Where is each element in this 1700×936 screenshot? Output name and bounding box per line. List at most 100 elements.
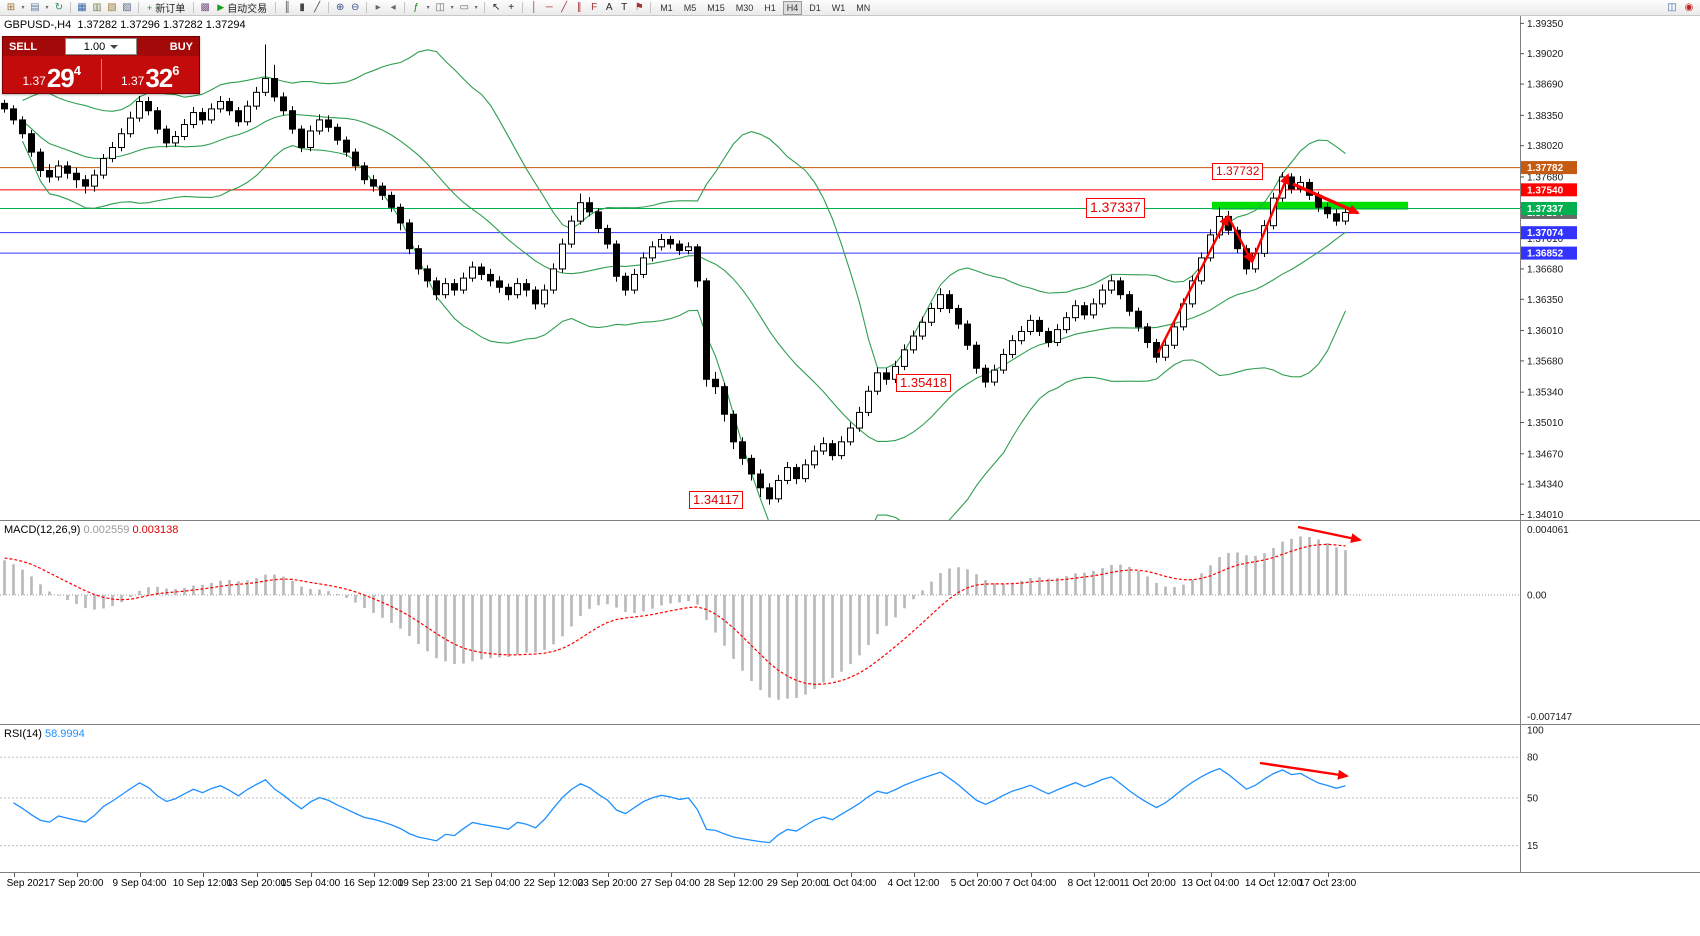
- horizontal-line-icon[interactable]: ─: [545, 2, 553, 13]
- dropdown-caret-icon[interactable]: ▾: [45, 5, 49, 11]
- chart-symbol-header: GBPUSD-,H4 1.37282 1.37296 1.37282 1.372…: [4, 19, 246, 31]
- candle-body: [1126, 294, 1133, 312]
- candle-body: [154, 110, 161, 130]
- time-axis-label: 8 Oct 12:00: [1067, 878, 1120, 889]
- price-level-label-text: 1.37074: [1527, 228, 1564, 239]
- candle-body: [811, 450, 818, 466]
- fibonacci-icon[interactable]: F: [591, 2, 598, 13]
- timeframe-h4[interactable]: H4: [782, 0, 803, 15]
- sell-price-button[interactable]: 1.37 29 4: [3, 56, 101, 93]
- auto-scroll-icon[interactable]: ▸: [375, 2, 381, 13]
- new-order-button[interactable]: + 新订单: [143, 1, 189, 16]
- new-order-button-label: 新订单: [155, 4, 186, 15]
- candle-body: [667, 238, 674, 245]
- timeframe-m5[interactable]: M5: [683, 2, 697, 13]
- timeframe-m15[interactable]: M15: [707, 2, 725, 13]
- time-axis-label: 7 Oct 04:00: [1004, 878, 1057, 889]
- new-chart-icon[interactable]: ⊞: [6, 2, 16, 13]
- vertical-line-icon[interactable]: │: [531, 2, 538, 13]
- dropdown-caret-icon[interactable]: ▾: [450, 5, 454, 11]
- zoom-out-icon[interactable]: ⊖: [350, 2, 360, 13]
- candle-body: [820, 443, 827, 452]
- candle-body: [694, 246, 701, 282]
- channel-icon[interactable]: ∥: [576, 2, 582, 13]
- arrows-tool-icon[interactable]: ⚑: [634, 2, 644, 13]
- rsi-name: RSI(14): [4, 728, 42, 740]
- candle-body: [397, 206, 404, 224]
- timeframe-h1[interactable]: H1: [764, 2, 776, 13]
- strategy-tester-icon[interactable]: ▩: [200, 2, 210, 13]
- profiles-icon[interactable]: ▤: [30, 2, 40, 13]
- autotrading-button[interactable]: ▶ 自动交易: [213, 1, 271, 15]
- candle-body: [784, 467, 791, 481]
- candle-body: [487, 273, 494, 282]
- buy-price-button[interactable]: 1.37 32 6: [102, 56, 200, 93]
- cursor-icon[interactable]: ↖: [491, 2, 501, 13]
- templates-icon[interactable]: ▭: [459, 2, 469, 13]
- price-callout[interactable]: 1.37337: [1086, 198, 1145, 218]
- navigator-icon[interactable]: ▧: [107, 2, 117, 13]
- connection-status-icon[interactable]: ◉: [1684, 2, 1694, 13]
- time-axis-tickmark: [76, 873, 78, 877]
- price-axis-tick: 1.35010: [1527, 418, 1564, 429]
- price-axis-tick: 1.37010: [1527, 234, 1564, 245]
- candle-body: [514, 283, 521, 296]
- candle-body: [415, 248, 422, 270]
- periods-icon[interactable]: ◫: [435, 2, 445, 13]
- trendline-icon[interactable]: ╱: [561, 2, 568, 13]
- price-level-label-text: 1.36852: [1527, 249, 1564, 260]
- macd-pane[interactable]: 0.004061 0.00 -0.007147: [0, 520, 1700, 724]
- dropdown-caret-icon[interactable]: ▾: [474, 5, 478, 11]
- indicators-icon[interactable]: ƒ: [413, 2, 419, 13]
- text-icon[interactable]: A: [605, 2, 613, 13]
- time-axis-tickmark: [202, 873, 204, 877]
- price-callout[interactable]: 1.37732: [1212, 163, 1264, 180]
- time-axis[interactable]: Sep 2021 7 Sep 20:00 9 Sep 04:00 10 Sep 12:…: [0, 872, 1700, 895]
- toolbar-separator: [138, 2, 139, 13]
- candle-body: [46, 170, 53, 178]
- volume-input[interactable]: 1.00: [65, 38, 137, 55]
- zoom-in-icon[interactable]: ⊕: [335, 2, 345, 13]
- chart-shift-icon[interactable]: ◂: [390, 2, 396, 13]
- timeframe-mn[interactable]: MN: [856, 2, 871, 13]
- buy-button[interactable]: BUY: [137, 37, 199, 56]
- rsi-pane[interactable]: 100 80 50 15: [0, 724, 1700, 872]
- bars-chart-icon[interactable]: ║: [283, 2, 291, 13]
- time-axis-label: 13 Sep 20:00: [226, 878, 287, 889]
- timeframe-m1[interactable]: M1: [660, 2, 673, 13]
- label-icon[interactable]: T: [621, 2, 628, 13]
- candle-body: [685, 246, 692, 252]
- candle-body: [730, 413, 737, 443]
- dropdown-caret-icon[interactable]: ▾: [21, 5, 25, 11]
- refresh-icon[interactable]: ↻: [54, 2, 64, 13]
- toolbar-separator: [366, 2, 368, 13]
- price-callout[interactable]: 1.35418: [896, 374, 951, 393]
- timeframe-d1[interactable]: D1: [809, 2, 821, 13]
- time-axis-tickmark: [553, 873, 555, 877]
- timeframe-m30[interactable]: M30: [735, 2, 754, 13]
- candle-body: [523, 283, 530, 291]
- price-axis-tick: 1.37680: [1527, 172, 1564, 183]
- candle-body: [1180, 303, 1187, 328]
- candles-chart-icon[interactable]: ▮: [299, 2, 305, 13]
- price-callout[interactable]: 1.34117: [689, 491, 744, 510]
- candle-body: [1072, 305, 1079, 319]
- terminal-icon[interactable]: ▨: [122, 2, 132, 13]
- data-window-icon[interactable]: ▥: [92, 2, 102, 13]
- candle-body: [370, 179, 377, 187]
- crosshair-icon[interactable]: +: [508, 2, 515, 13]
- sell-button[interactable]: SELL: [3, 37, 65, 56]
- window-tile-icon[interactable]: ◫: [1667, 2, 1677, 13]
- dropdown-caret-icon[interactable]: ▾: [426, 5, 430, 11]
- price-chart-pane[interactable]: 1.393501.390201.386901.383501.380201.376…: [0, 16, 1700, 520]
- time-axis-label: 7 Sep 20:00: [49, 878, 104, 889]
- volume-spinner-icon[interactable]: [110, 44, 119, 49]
- line-chart-icon[interactable]: ╱: [314, 2, 321, 13]
- candle-body: [829, 443, 836, 457]
- timeframe-w1[interactable]: W1: [831, 2, 846, 13]
- toolbar-separator: [193, 2, 195, 13]
- candle-body: [271, 78, 278, 98]
- sell-price-pips: 29: [46, 62, 75, 93]
- market-watch-icon[interactable]: ▦: [77, 2, 87, 13]
